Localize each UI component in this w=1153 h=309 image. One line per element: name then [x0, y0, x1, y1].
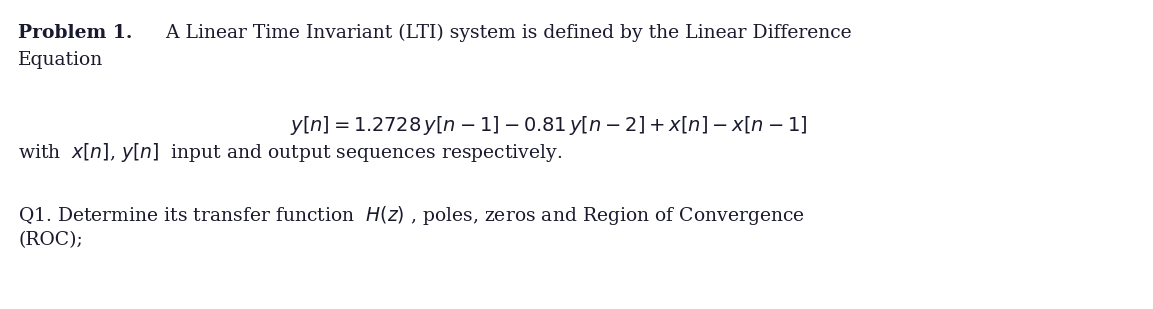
Text: Q1. Determine its transfer function  $H(z)$ , poles, zeros and Region of Converg: Q1. Determine its transfer function $H(z…	[18, 204, 805, 227]
Text: with  $x[n]$, $y[n]$  input and output sequences respectively.: with $x[n]$, $y[n]$ input and output seq…	[18, 141, 563, 164]
Text: $y[n]=1.2728\,y[n-1]-0.81\,y[n-2]+x[n]-x[n-1]$: $y[n]=1.2728\,y[n-1]-0.81\,y[n-2]+x[n]-x…	[291, 114, 807, 137]
Text: (ROC);: (ROC);	[18, 231, 83, 249]
Text: Equation: Equation	[18, 51, 104, 69]
Text: A Linear Time Invariant (LTI) system is defined by the Linear Difference: A Linear Time Invariant (LTI) system is …	[148, 24, 852, 42]
Text: Problem 1.: Problem 1.	[18, 24, 133, 42]
